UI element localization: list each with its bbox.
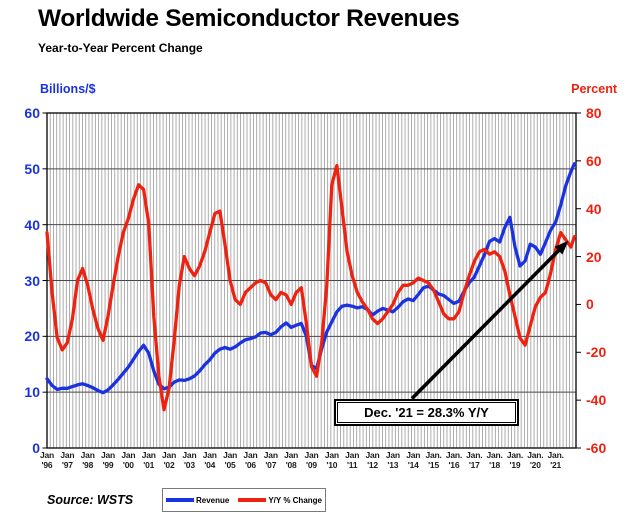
right-axis-tick-label: 0 — [586, 296, 594, 313]
yoy-change-line — [45, 163, 577, 412]
source-label: Source: WSTS — [47, 493, 134, 507]
left-axis-tick-label: 30 — [24, 272, 40, 289]
x-axis-tick-label: Jan '96 — [39, 450, 55, 470]
x-axis-tick-label: Jan '99 — [101, 450, 116, 470]
left-axis-tick-label: 0 — [32, 440, 40, 456]
legend-item-yoy: Y/Y % Change — [238, 496, 322, 505]
chart-subtitle: Year-to-Year Percent Change — [38, 41, 203, 55]
annotation-arrow-line — [410, 247, 562, 400]
right-axis-tick-label: -60 — [586, 440, 607, 456]
x-axis-tick-label: Jan '08 — [284, 450, 299, 470]
x-axis-tick-label: Jan '06 — [243, 450, 258, 470]
left-axis-tick-label: 10 — [24, 384, 40, 401]
left-axis-title: Billions/$ — [40, 82, 96, 96]
x-axis-tick-label: Jan. '19 — [506, 450, 524, 470]
revenue-legend-label: Revenue — [195, 495, 230, 505]
yoy-legend-label: Y/Y % Change — [268, 495, 322, 505]
annotation-callout-box: Dec. '21 = 28.3% Y/Y — [334, 399, 519, 426]
right-axis-tick-label: 40 — [586, 200, 602, 217]
x-axis-tick-label: Jan '05 — [223, 450, 238, 470]
x-axis-tick-label: Jan. '17 — [466, 450, 483, 470]
yoy-line-swatch — [238, 498, 267, 502]
left-axis-tick-label: 20 — [24, 328, 40, 345]
right-axis-title: Percent — [571, 82, 617, 96]
x-axis-tick-label: Jan '02 — [162, 450, 177, 470]
revenue-line-swatch — [165, 498, 194, 502]
right-axis-tick-label: 20 — [586, 248, 602, 265]
x-axis-tick-label: Jan '10 — [324, 450, 339, 470]
x-axis-tick-label: Jan. '18 — [486, 450, 503, 470]
left-axis-tick-label: 50 — [24, 160, 40, 177]
left-axis-tick-label: 60 — [24, 105, 40, 121]
right-axis-tick-label: -20 — [586, 344, 607, 361]
x-axis-tick-label: Jan '09 — [304, 450, 319, 470]
annotation-text: Dec. '21 = 28.3% Y/Y — [337, 402, 516, 423]
x-axis-tick-label: Jan '03 — [182, 450, 197, 470]
x-axis-tick-label: Jan '07 — [263, 450, 278, 470]
x-axis-tick-label: Jan. '21 — [547, 450, 564, 470]
annotation-arrow-head — [554, 240, 569, 255]
x-axis-tick-label: Jan '14 — [406, 450, 421, 470]
x-axis-tick-label: Jan '98 — [80, 450, 95, 470]
x-axis-tick-label: Jan. '16 — [445, 450, 463, 470]
left-axis-tick-label: 40 — [24, 216, 40, 233]
chart-title: Worldwide Semiconductor Revenues — [38, 5, 460, 32]
chart-legend: Revenue Y/Y % Change — [162, 488, 326, 512]
right-axis-tick-label: 80 — [586, 105, 602, 121]
x-axis-tick-label: Jan '04 — [202, 450, 217, 470]
right-axis-tick-label: 60 — [586, 152, 602, 169]
x-axis-tick-label: Jan '01 — [141, 450, 156, 470]
x-axis-tick-label: Jan '12 — [365, 450, 380, 470]
right-axis-tick-label: -40 — [586, 392, 607, 409]
x-axis-tick-label: Jan. '20 — [527, 450, 544, 470]
x-axis-tick-label: Jan '13 — [385, 450, 400, 470]
x-axis-tick-label: Jan. '15 — [425, 450, 442, 470]
x-axis-tick-label: Jan '11 — [345, 450, 360, 470]
x-axis-tick-label: Jan '97 — [60, 450, 75, 470]
legend-item-revenue: Revenue — [165, 495, 230, 505]
x-axis-tick-label: Jan '00 — [121, 450, 136, 470]
